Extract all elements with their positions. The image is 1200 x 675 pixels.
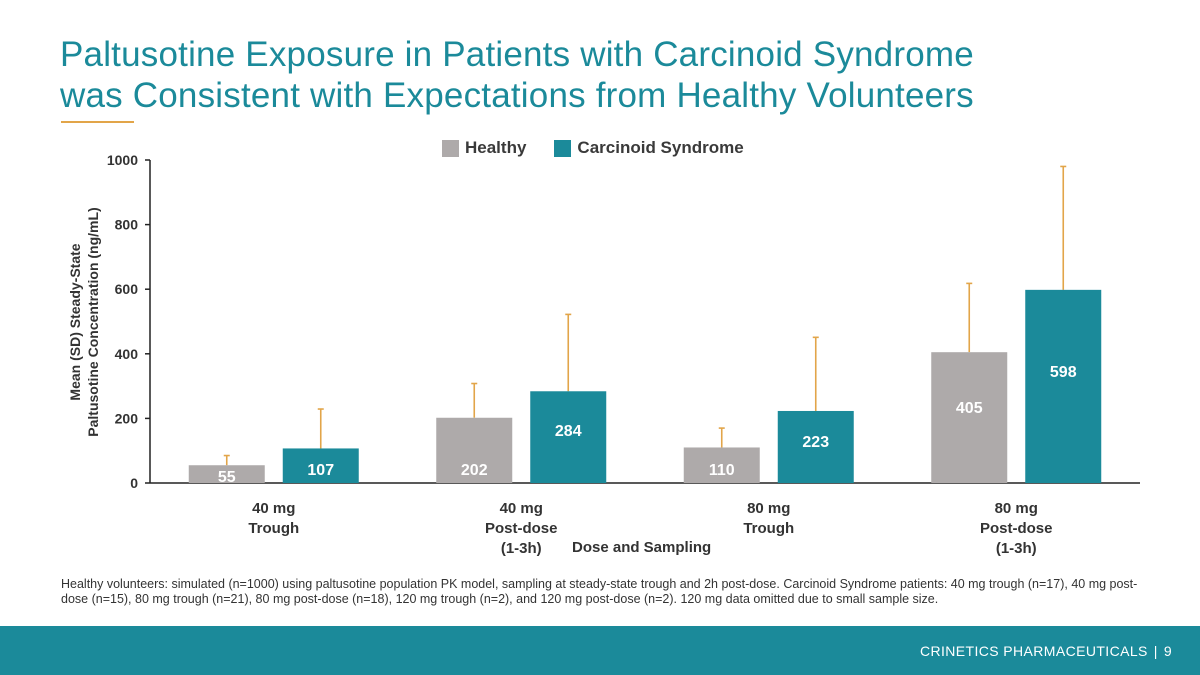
x-tick-label: 40 mg — [500, 500, 543, 517]
title-underline — [61, 121, 134, 123]
legend-swatch-carcinoid — [554, 139, 572, 157]
data-label-carcinoid: 284 — [555, 423, 582, 440]
chart-legend: Healthy Carcinoid Syndrome — [442, 138, 772, 158]
y-tick-label: 0 — [130, 475, 138, 491]
x-tick-label: 40 mg — [252, 500, 295, 517]
footer-text: CRINETICS PHARMACEUTICALS | 9 — [920, 643, 1172, 659]
x-tick-label: (1-3h) — [501, 540, 542, 557]
bar-carcinoid — [282, 448, 359, 483]
y-tick-label: 600 — [115, 281, 139, 297]
title-line-2: was Consistent with Expectations from He… — [60, 76, 974, 115]
data-label-carcinoid: 107 — [307, 462, 334, 479]
legend-swatch-healthy — [442, 139, 459, 157]
data-label-healthy: 202 — [461, 462, 488, 479]
bar-carcinoid — [777, 410, 854, 483]
footer-bar: CRINETICS PHARMACEUTICALS | 9 — [0, 626, 1200, 675]
x-tick-label: Trough — [743, 520, 794, 537]
y-tick-label: 1000 — [107, 152, 138, 168]
company-name: CRINETICS PHARMACEUTICALS — [919, 643, 1148, 659]
legend-item-carcinoid: Carcinoid Syndrome — [554, 138, 744, 158]
x-tick-label: 80 mg — [747, 500, 790, 517]
x-tick-label: Trough — [248, 520, 299, 537]
bar-healthy — [683, 447, 760, 483]
y-tick-label: 400 — [115, 346, 139, 362]
bar-healthy — [188, 465, 265, 483]
legend-label-carcinoid: Carcinoid Syndrome — [577, 138, 744, 157]
data-label-healthy: 55 — [218, 469, 236, 486]
bar-carcinoid — [1025, 289, 1102, 483]
data-label-healthy: 405 — [956, 400, 983, 417]
y-tick-label: 800 — [115, 217, 139, 233]
title-line-1: Paltusotine Exposure in Patients with Ca… — [60, 35, 974, 74]
legend-label-healthy: Healthy — [465, 138, 527, 157]
x-tick-label: Post-dose — [980, 520, 1053, 537]
x-tick-label: Post-dose — [485, 520, 558, 537]
x-tick-label: 80 mg — [995, 500, 1038, 517]
x-axis-title: Dose and Sampling — [572, 539, 712, 556]
x-tick-label: (1-3h) — [996, 540, 1037, 557]
data-label-healthy: 110 — [709, 462, 735, 479]
data-label-carcinoid: 223 — [802, 434, 829, 451]
y-tick-label: 200 — [115, 410, 139, 426]
legend-item-healthy: Healthy — [442, 138, 526, 158]
bar-healthy — [436, 417, 513, 483]
page-title: Paltusotine Exposure in Patients with Ca… — [60, 34, 1160, 116]
footer-separator: | — [1153, 643, 1158, 659]
bar-healthy — [931, 352, 1008, 483]
footnote: Healthy volunteers: simulated (n=1000) u… — [61, 577, 1138, 606]
bar-carcinoid — [530, 391, 607, 483]
data-label-carcinoid: 598 — [1050, 364, 1077, 381]
page-number: 9 — [1163, 643, 1172, 659]
